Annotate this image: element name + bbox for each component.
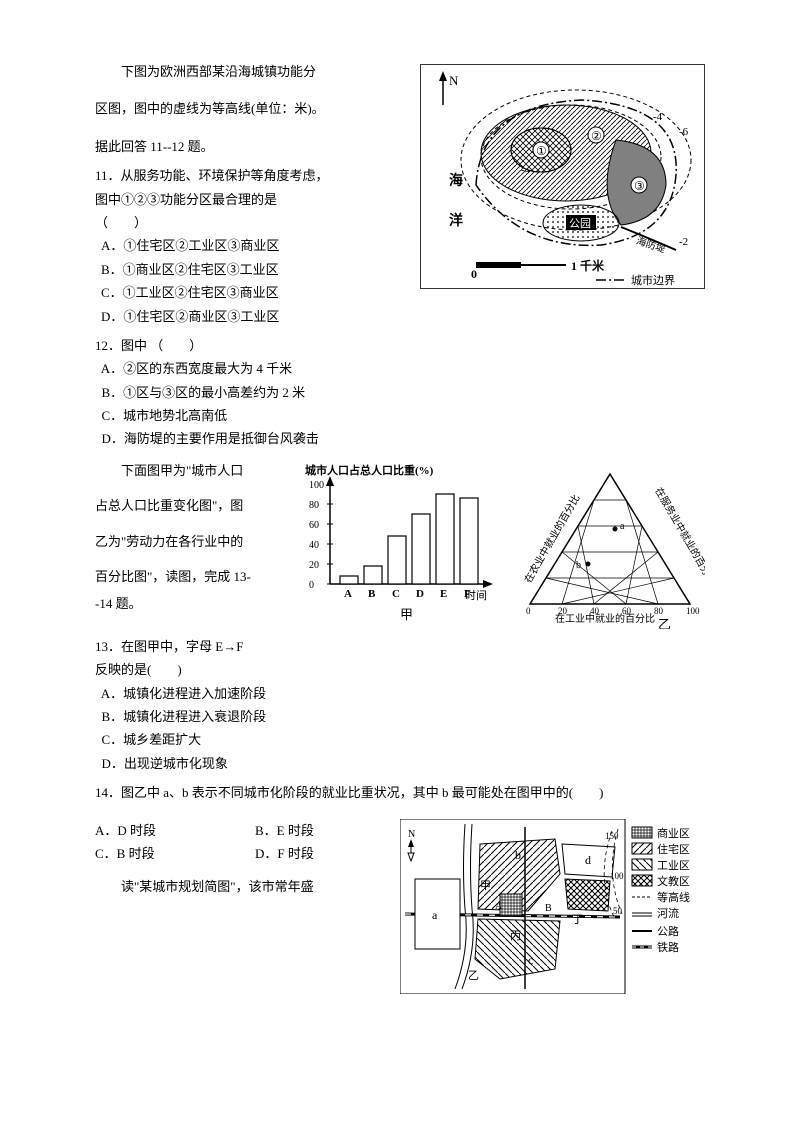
q12-optB: B．①区与③区的最小高差约为 2 米 <box>95 381 705 404</box>
svg-text:文教区: 文教区 <box>657 874 690 888</box>
svg-text:80: 80 <box>654 606 664 616</box>
svg-text:在农业中就业的百分比: 在农业中就业的百分比 <box>521 492 582 585</box>
svg-text:在服务业中就业的百分比: 在服务业中就业的百分比 <box>652 485 705 587</box>
svg-text:B: B <box>368 588 376 600</box>
svg-text:80: 80 <box>309 500 319 511</box>
svg-text:-6: -6 <box>679 126 689 138</box>
svg-text:甲: 甲 <box>480 880 491 892</box>
q14-optA: A．D 时段 <box>95 819 255 842</box>
svg-text:E: E <box>440 588 447 600</box>
svg-text:铁路: 铁路 <box>657 941 679 954</box>
q13-optA: A．城镇化进程进入加速阶段 <box>95 682 705 705</box>
svg-text:c: c <box>528 953 533 967</box>
svg-text:乙: 乙 <box>658 617 671 629</box>
svg-text:D: D <box>416 588 424 600</box>
q14-stem: 14．图乙中 a、b 表示不同城市化阶段的就业比重状况，其中 b 最可能处在图甲… <box>95 781 705 804</box>
svg-text:d: d <box>585 853 591 867</box>
svg-text:100: 100 <box>686 606 700 616</box>
svg-text:河流: 河流 <box>657 906 679 920</box>
svg-text:丙: 丙 <box>510 930 521 942</box>
svg-text:C: C <box>392 588 400 600</box>
q12-optC: C．城市地势北高南低 <box>95 404 705 427</box>
svg-text:60: 60 <box>309 520 319 531</box>
q12-stem: 12．图中 （ ） <box>95 334 705 357</box>
q14-optC: C．B 时段 <box>95 842 255 865</box>
svg-text:甲: 甲 <box>400 607 413 622</box>
svg-text:乙: 乙 <box>468 969 479 982</box>
svg-text:公路: 公路 <box>657 925 679 938</box>
north-label: N <box>449 73 459 88</box>
q13-optB: B．城镇化进程进入衰退阶段 <box>95 705 705 728</box>
svg-text:在工业中就业的百分比: 在工业中就业的百分比 <box>555 612 655 625</box>
q13-optC: C．城乡差距扩大 <box>95 728 705 751</box>
q13-stem2: 反映的是( ) <box>95 658 705 681</box>
svg-text:住宅区: 住宅区 <box>657 842 690 856</box>
svg-text:0: 0 <box>526 606 531 616</box>
svg-text:b: b <box>576 560 581 571</box>
svg-text:40: 40 <box>590 606 600 616</box>
svg-text:150: 150 <box>605 831 619 841</box>
q14-optD: D．F 时段 <box>255 842 390 865</box>
svg-text:洋: 洋 <box>449 212 463 229</box>
svg-text:工业区: 工业区 <box>657 859 690 872</box>
city-plan-figure: N a b d c 甲 A B 丁 丙 <box>400 819 705 994</box>
svg-text:-2: -2 <box>679 236 688 248</box>
svg-text:A: A <box>495 901 503 912</box>
figure-jia-yi: 城市人口占总人口比重(%) 020406080100 ABCDEF 时间 甲 <box>285 459 705 629</box>
svg-text:20: 20 <box>558 606 568 616</box>
q13-optD: D．出现逆城市化现象 <box>95 752 705 775</box>
map-figure-1: N -6 -4 -4 -2 <box>420 64 705 289</box>
svg-text:1 千米: 1 千米 <box>571 258 605 273</box>
svg-text:a: a <box>620 521 625 532</box>
svg-text:0: 0 <box>471 267 477 281</box>
svg-text:等高线: 等高线 <box>657 890 690 904</box>
svg-text:A: A <box>344 588 352 600</box>
svg-text:①: ① <box>536 144 547 158</box>
q12-optA: A．②区的东西宽度最大为 4 千米 <box>95 357 705 380</box>
svg-text:0: 0 <box>309 580 314 591</box>
svg-text:-4: -4 <box>653 111 663 123</box>
svg-text:城市边界: 城市边界 <box>631 273 675 287</box>
svg-text:20: 20 <box>309 560 319 571</box>
svg-text:城市人口占总人口比重(%): 城市人口占总人口比重(%) <box>305 463 434 477</box>
svg-text:公园: 公园 <box>569 217 591 230</box>
svg-text:100: 100 <box>610 871 624 881</box>
svg-text:丁: 丁 <box>572 914 583 926</box>
svg-text:③: ③ <box>634 179 645 193</box>
svg-text:B: B <box>545 903 552 914</box>
svg-text:N: N <box>408 829 415 840</box>
svg-text:60: 60 <box>622 606 632 616</box>
q12-optD: D．海防堤的主要作用是抵御台风袭击 <box>95 427 705 450</box>
svg-text:时间: 时间 <box>465 589 487 602</box>
svg-text:商业区: 商业区 <box>657 826 690 840</box>
svg-text:海: 海 <box>449 172 463 189</box>
svg-text:b: b <box>515 848 521 862</box>
svg-text:40: 40 <box>309 540 319 551</box>
q14-optB: B．E 时段 <box>255 819 390 842</box>
svg-text:②: ② <box>591 129 602 143</box>
svg-text:a: a <box>432 908 438 922</box>
q11-optD: D．①住宅区②商业区③工业区 <box>101 305 705 328</box>
q13-stem1: 13．在图甲中，字母 E→F <box>95 635 705 658</box>
svg-text:50: 50 <box>613 906 623 916</box>
svg-text:100: 100 <box>309 480 324 491</box>
